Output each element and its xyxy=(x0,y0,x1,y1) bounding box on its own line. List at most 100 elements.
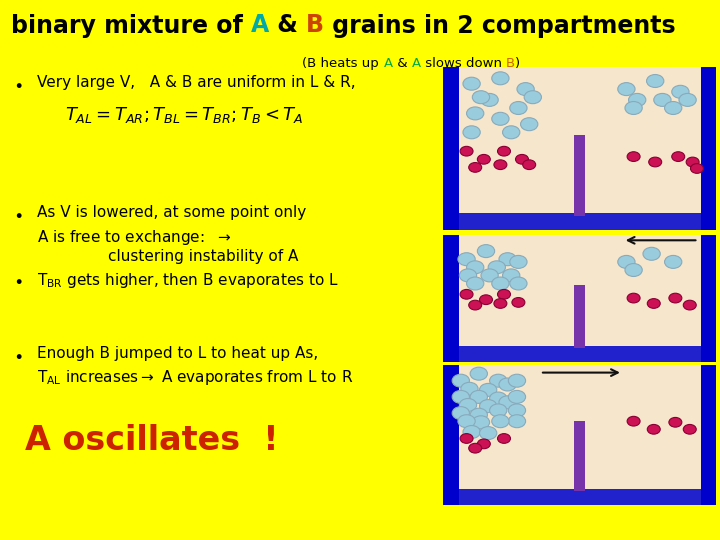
Circle shape xyxy=(463,126,480,139)
Circle shape xyxy=(469,163,482,172)
Circle shape xyxy=(470,390,487,403)
Circle shape xyxy=(508,390,526,403)
Circle shape xyxy=(503,269,520,282)
Bar xyxy=(443,235,459,362)
Circle shape xyxy=(690,164,703,173)
Circle shape xyxy=(654,93,671,106)
Bar xyxy=(701,235,716,362)
Circle shape xyxy=(477,245,495,258)
Text: T$_{\rm BR}$ gets higher, then B evaporates to L: T$_{\rm BR}$ gets higher, then B evapora… xyxy=(37,271,339,290)
Bar xyxy=(701,364,716,505)
Circle shape xyxy=(481,269,498,282)
Text: &: & xyxy=(269,14,306,37)
Circle shape xyxy=(665,255,682,268)
Circle shape xyxy=(625,264,642,276)
Text: B: B xyxy=(306,14,324,37)
Text: $\bullet$: $\bullet$ xyxy=(13,271,22,289)
Circle shape xyxy=(494,160,507,170)
Circle shape xyxy=(516,154,528,164)
Circle shape xyxy=(460,434,473,443)
Circle shape xyxy=(492,112,509,125)
Text: Enough B jumped to L to heat up As,: Enough B jumped to L to heat up As, xyxy=(37,346,319,361)
Bar xyxy=(443,235,716,362)
Bar xyxy=(443,364,459,505)
Circle shape xyxy=(679,93,696,106)
Circle shape xyxy=(463,426,480,438)
Circle shape xyxy=(477,439,490,449)
Bar xyxy=(443,68,459,230)
Text: grains in 2 compartments: grains in 2 compartments xyxy=(324,14,676,37)
Circle shape xyxy=(672,152,685,161)
Bar xyxy=(443,489,716,505)
Circle shape xyxy=(683,424,696,434)
Circle shape xyxy=(470,367,487,380)
Circle shape xyxy=(490,392,507,405)
Circle shape xyxy=(458,253,475,266)
Text: $T_{AL} = T_{AR}; T_{BL} = T_{BR}; T_B < T_A$: $T_{AL} = T_{AR}; T_{BL} = T_{BR}; T_B <… xyxy=(65,105,303,125)
Circle shape xyxy=(469,300,482,310)
Text: ): ) xyxy=(515,57,520,70)
Circle shape xyxy=(461,382,478,395)
Text: slows down: slows down xyxy=(420,57,505,70)
Circle shape xyxy=(523,160,536,170)
Circle shape xyxy=(477,154,490,164)
Circle shape xyxy=(480,383,497,396)
Text: binary mixture of: binary mixture of xyxy=(11,14,251,37)
Circle shape xyxy=(494,299,507,308)
Text: clustering instability of A: clustering instability of A xyxy=(108,249,298,265)
Circle shape xyxy=(480,400,497,413)
Circle shape xyxy=(510,102,527,114)
Circle shape xyxy=(669,417,682,427)
Text: A: A xyxy=(251,14,269,37)
Circle shape xyxy=(467,261,484,274)
Circle shape xyxy=(498,434,510,443)
Circle shape xyxy=(643,247,660,260)
Circle shape xyxy=(452,390,469,403)
Circle shape xyxy=(510,255,527,268)
Circle shape xyxy=(480,427,497,440)
Circle shape xyxy=(472,91,490,104)
Circle shape xyxy=(627,416,640,426)
Circle shape xyxy=(647,424,660,434)
Circle shape xyxy=(665,102,682,114)
Bar xyxy=(443,364,716,505)
Text: A oscillates  !: A oscillates ! xyxy=(25,424,279,457)
Circle shape xyxy=(517,83,534,96)
Bar xyxy=(701,68,716,230)
Circle shape xyxy=(508,415,526,428)
Circle shape xyxy=(649,157,662,167)
Text: A: A xyxy=(383,57,392,70)
Circle shape xyxy=(625,102,642,114)
Circle shape xyxy=(452,407,469,420)
Circle shape xyxy=(460,289,473,299)
Circle shape xyxy=(672,85,689,98)
Circle shape xyxy=(512,298,525,307)
Bar xyxy=(443,346,716,362)
Circle shape xyxy=(458,415,475,428)
Circle shape xyxy=(508,374,526,387)
Text: A: A xyxy=(411,57,420,70)
Text: $\bullet$: $\bullet$ xyxy=(13,205,22,223)
Circle shape xyxy=(508,404,526,417)
Text: &: & xyxy=(392,57,411,70)
Circle shape xyxy=(524,91,541,104)
Circle shape xyxy=(492,72,509,85)
Circle shape xyxy=(629,93,646,106)
Circle shape xyxy=(669,293,682,303)
Circle shape xyxy=(452,374,469,387)
Circle shape xyxy=(499,396,516,409)
Text: $\bullet$: $\bullet$ xyxy=(13,75,22,92)
Circle shape xyxy=(499,253,516,266)
Text: Very large V,   A & B are uniform in L & R,: Very large V, A & B are uniform in L & R… xyxy=(37,75,356,90)
Bar xyxy=(443,68,716,230)
Circle shape xyxy=(460,146,473,156)
Text: As V is lowered, at some point only: As V is lowered, at some point only xyxy=(37,205,307,220)
Circle shape xyxy=(467,107,484,120)
Bar xyxy=(443,213,716,230)
Circle shape xyxy=(488,261,505,274)
Text: A is free to exchange:  $\rightarrow$: A is free to exchange: $\rightarrow$ xyxy=(37,228,232,247)
Circle shape xyxy=(618,255,635,268)
Circle shape xyxy=(469,443,482,453)
Circle shape xyxy=(647,299,660,308)
Circle shape xyxy=(463,77,480,90)
